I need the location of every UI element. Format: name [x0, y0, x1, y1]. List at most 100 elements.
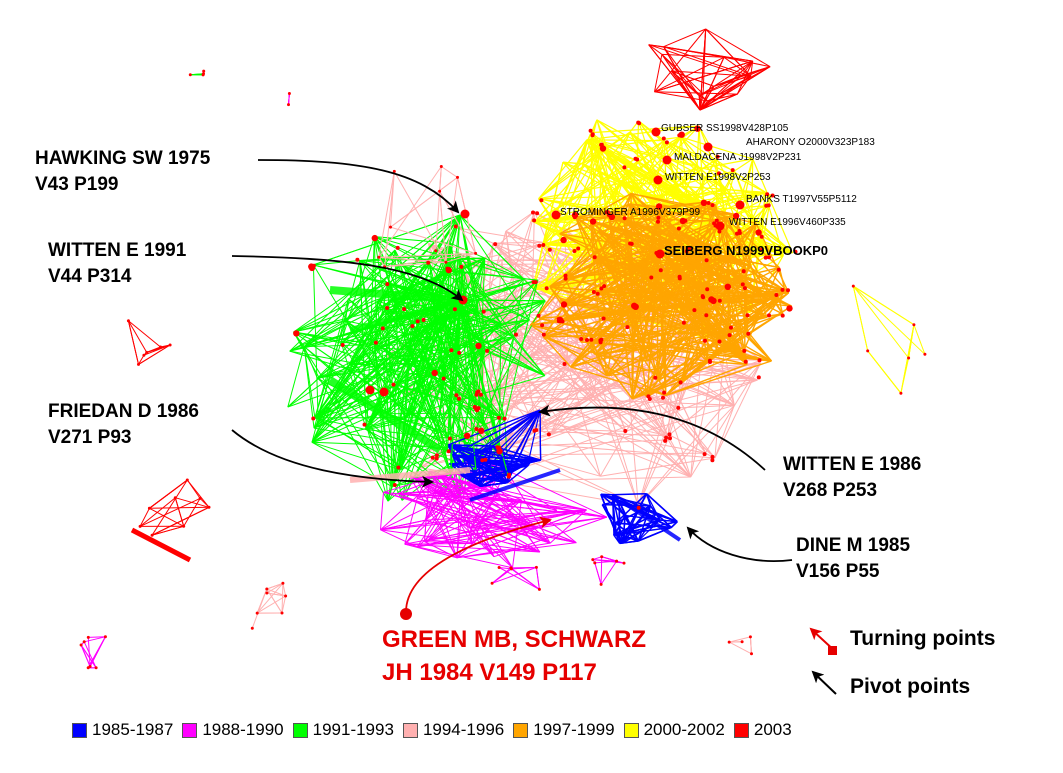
network-node: [396, 466, 400, 470]
network-node: [151, 534, 154, 537]
network-node: [410, 324, 414, 328]
network-node: [692, 308, 696, 312]
network-node: [95, 666, 98, 669]
network-edge: [460, 300, 545, 301]
network-node: [537, 314, 541, 318]
network-node: [744, 360, 748, 364]
annotation-hawking-line1: HAWKING SW 1975: [35, 146, 210, 172]
network-node: [311, 417, 315, 421]
legend-item: 1988-1990: [182, 720, 283, 740]
network-edge: [901, 358, 909, 393]
network-edge: [601, 561, 617, 584]
network-node: [710, 458, 714, 462]
network-node: [251, 627, 254, 630]
legend-label: 1997-1999: [533, 720, 614, 740]
network-node: [355, 258, 359, 262]
network-node: [532, 218, 536, 222]
network-node: [625, 325, 629, 329]
annotation-friedan-line1: FRIEDAN D 1986: [48, 399, 199, 425]
network-node: [538, 588, 541, 591]
network-node: [457, 351, 461, 355]
network-node: [434, 249, 437, 252]
network-edge: [492, 569, 511, 583]
network-node: [453, 307, 457, 311]
network-node: [87, 636, 90, 639]
network-edge: [441, 167, 457, 178]
network-node: [202, 70, 205, 73]
legend-swatch: [624, 723, 639, 738]
network-node: [646, 394, 650, 398]
legend-label: 1994-1996: [423, 720, 504, 740]
network-node: [431, 456, 435, 460]
network-edge: [853, 286, 914, 325]
network-node: [541, 243, 545, 247]
network-node: [729, 326, 733, 330]
network-node: [591, 132, 595, 136]
legend-label: 1985-1987: [92, 720, 173, 740]
network-edge: [706, 29, 770, 67]
network-node: [786, 305, 792, 311]
node-label-strominger: STROMINGER A1996V379P99: [560, 207, 700, 218]
node-label-seiberg: SEIBERG N1999VBOOKP0: [664, 243, 828, 258]
annotation-friedan: FRIEDAN D 1986 V271 P93: [48, 399, 199, 451]
network-node: [750, 652, 753, 655]
network-node: [576, 247, 580, 251]
network-node: [139, 525, 142, 528]
network-node: [600, 555, 603, 558]
network-node: [678, 275, 682, 279]
network-node: [573, 249, 577, 253]
network-node: [448, 437, 452, 441]
network-node: [602, 284, 606, 288]
legend-item: 2000-2002: [624, 720, 725, 740]
annotation-hawking-line2: V43 P199: [35, 172, 210, 198]
legend-swatch: [293, 723, 308, 738]
legend-swatch: [403, 723, 418, 738]
legend-item: 1985-1987: [72, 720, 173, 740]
annotation-green-schwarz-line1: GREEN MB, SCHWARZ: [382, 623, 646, 656]
network-node: [497, 416, 501, 420]
network-node: [564, 274, 568, 278]
network-node: [284, 595, 287, 598]
network-node: [741, 640, 744, 643]
network-node: [781, 314, 785, 318]
network-node: [366, 386, 375, 395]
network-node: [677, 133, 681, 137]
network-node: [454, 225, 458, 229]
network-node: [907, 357, 910, 360]
legend-label: 2003: [754, 720, 792, 740]
legend-swatch: [182, 723, 197, 738]
network-node: [758, 358, 762, 362]
annotation-dine: DINE M 1985 V156 P55: [796, 533, 910, 585]
network-edge: [511, 569, 539, 590]
network-node: [145, 351, 148, 354]
legend-swatch: [513, 723, 528, 738]
network-node: [447, 449, 451, 453]
network-node: [402, 307, 406, 311]
network-node: [396, 246, 400, 250]
network-node: [742, 269, 746, 273]
network-node: [677, 227, 681, 231]
network-node: [668, 436, 672, 440]
network-node: [777, 268, 781, 272]
network-node: [781, 288, 785, 292]
network-node: [454, 393, 458, 397]
network-node: [600, 143, 604, 147]
network-node: [623, 429, 627, 433]
network-node: [653, 376, 657, 380]
legend-item: 1994-1996: [403, 720, 504, 740]
network-edge: [283, 583, 286, 596]
annotation-dine-line2: V156 P55: [796, 559, 910, 585]
annotation-witten-1986-line1: WITTEN E 1986: [783, 452, 921, 478]
network-node: [593, 561, 596, 564]
network-edge: [147, 345, 170, 352]
key-pivot-points: Pivot points: [850, 675, 970, 699]
legend-label: 2000-2002: [644, 720, 725, 740]
network-node: [475, 408, 479, 412]
network-node: [89, 665, 92, 668]
network-node: [774, 293, 778, 297]
network-node: [649, 276, 653, 280]
network-node: [561, 301, 567, 307]
network-node: [767, 313, 771, 317]
network-node: [668, 432, 672, 436]
